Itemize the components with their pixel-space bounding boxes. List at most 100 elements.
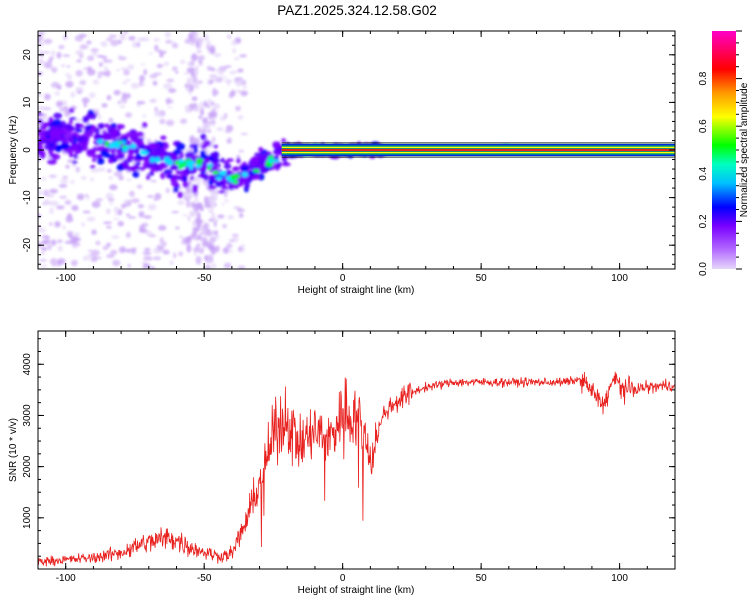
spectrogram-noise-cell [204,102,208,106]
spectrogram-noise-cell [166,78,175,83]
spectrogram-noise-cell [70,259,78,266]
spectrogram-cluster-cell [250,166,258,170]
spectrogram-noise-cell [127,216,136,219]
spectrogram-hot-cell [189,164,194,171]
spectrogram-noise-cell [207,231,212,237]
spectrogram-noise-cell [81,175,87,181]
spectrogram-noise-cell [81,97,90,104]
spectrogram-noise-cell [132,41,139,49]
spectrogram-noise-cell [41,235,50,239]
spectrogram-noise-cell [46,194,55,197]
spectrogram-y-tick-label: -20 [22,238,33,253]
spectrogram-noise-cell [126,178,133,181]
spectrogram-noise-cell [217,71,224,76]
spectrogram-noise-cell [167,106,173,109]
spectrogram-cluster-cell [91,158,97,162]
spectrogram-noise-cell [48,56,55,60]
spectrogram-noise-cell [91,52,98,56]
spectrogram-noise-cell [200,225,206,234]
snr-x-tick-label: 0 [340,573,346,584]
spectrogram-hot-cell [212,170,219,175]
spectrogram-hot-cell [140,151,149,155]
spectrogram-noise-cell [237,68,244,73]
spectrogram-noise-cell [59,195,67,199]
spectrogram-noise-cell [44,93,51,101]
spectrogram-noise-cell [197,234,202,241]
spectrogram-noise-cell [54,91,61,96]
spectrogram-noise-cell [62,175,69,179]
spectrogram-noise-cell [215,245,220,253]
spectrogram-noise-cell [184,104,191,114]
spectrogram-noise-cell [193,68,199,76]
spectrogram-noise-cell [203,255,209,261]
spectrogram-noise-cell [163,83,173,90]
spectrogram-noise-cell [196,212,201,221]
spectrogram-cluster-cell [182,175,187,183]
spectrogram-cluster-cell [170,165,180,170]
spectrogram-noise-cell [57,245,63,252]
spectrogram-noise-cell [171,42,179,49]
spectrogram-noise-cell [39,58,43,64]
spectrogram-cluster-cell [59,129,68,134]
spectrogram-cluster-cell [125,132,131,138]
spectrogram-cluster-cell [92,146,101,152]
spectrogram-noise-cell [38,228,47,233]
spectrogram-noise-cell [210,203,215,210]
spectrogram-noise-cell [62,54,71,57]
spectrogram-noise-cell [226,80,231,86]
spectrogram-noise-cell [98,114,102,121]
spectrogram-cluster-cell [220,186,230,190]
spectrogram-noise-cell [194,80,200,90]
spectrogram-noise-cell [125,231,131,239]
spectrogram-noise-cell [95,240,101,246]
snr-y-tick-label: 1000 [22,506,33,529]
spectrogram-noise-cell [200,236,208,243]
spectrogram-noise-cell [228,239,236,243]
spectrogram-noise-cell [119,31,125,39]
spectrogram-noise-cell [173,252,177,259]
spectrogram-noise-cell [49,207,54,215]
spectrogram-cluster-cell [170,176,177,183]
spectrogram-noise-cell [124,31,128,35]
spectrogram-noise-cell [117,221,124,227]
spectrogram-noise-cell [50,67,58,72]
spectrogram-cluster-cell [200,133,207,141]
spectrogram-noise-cell [100,41,108,47]
spectrogram-noise-cell [42,239,51,244]
spectrogram-noise-cell [71,204,79,212]
spectrogram-noise-cell [44,61,53,69]
spectrogram-cluster-cell [100,149,108,154]
spectrogram-noise-cell [101,103,108,108]
spectrogram-noise-cell [86,195,90,201]
spectrogram-x-ticks: -100 -50 0 50 100 [37,31,676,284]
spectrogram-noise-cell [215,69,222,72]
snr-panel: -100 -50 0 50 100 1000 2000 3000 4000 Height of… [8,330,676,596]
spectrogram-noise-cell [97,71,107,76]
spectrogram-noise-cell [199,101,205,110]
spectrogram-noise-cell [154,44,159,50]
spectrogram-noise-cell [196,129,204,134]
spectrogram-noise-cell [223,191,228,198]
spectrogram-cluster-cell [127,148,135,154]
spectrogram-noise-cell [198,248,205,254]
spectrogram-noise-cell [238,246,242,252]
spectrogram-noise-cell [223,262,232,269]
snr-x-axis-label: Height of straight line (km) [298,585,415,596]
spectrogram-cluster-cell [136,131,144,137]
spectrogram-noise-cell [47,59,53,63]
spectrogram-noise-cell [208,112,214,117]
spectrogram-noise-cell [65,164,70,169]
spectrogram-cluster-cell [53,112,63,119]
spectrogram-cluster-cell [108,157,114,164]
spectrogram-noise-cell [49,222,53,226]
spectrogram-noise-cell [196,50,202,53]
spectrogram-noise-cell [213,222,217,228]
spectrogram-noise-cell [206,66,213,71]
spectrogram-noise-cell [106,225,112,229]
spectrogram-noise-cell [139,75,145,82]
spectrogram-cluster-cell [199,153,209,159]
spectrogram-noise-cell [76,59,82,63]
spectrogram-noise-cell [62,225,66,230]
spectrogram-noise-cell [57,258,66,265]
spectrogram-cluster-cell [135,152,142,160]
